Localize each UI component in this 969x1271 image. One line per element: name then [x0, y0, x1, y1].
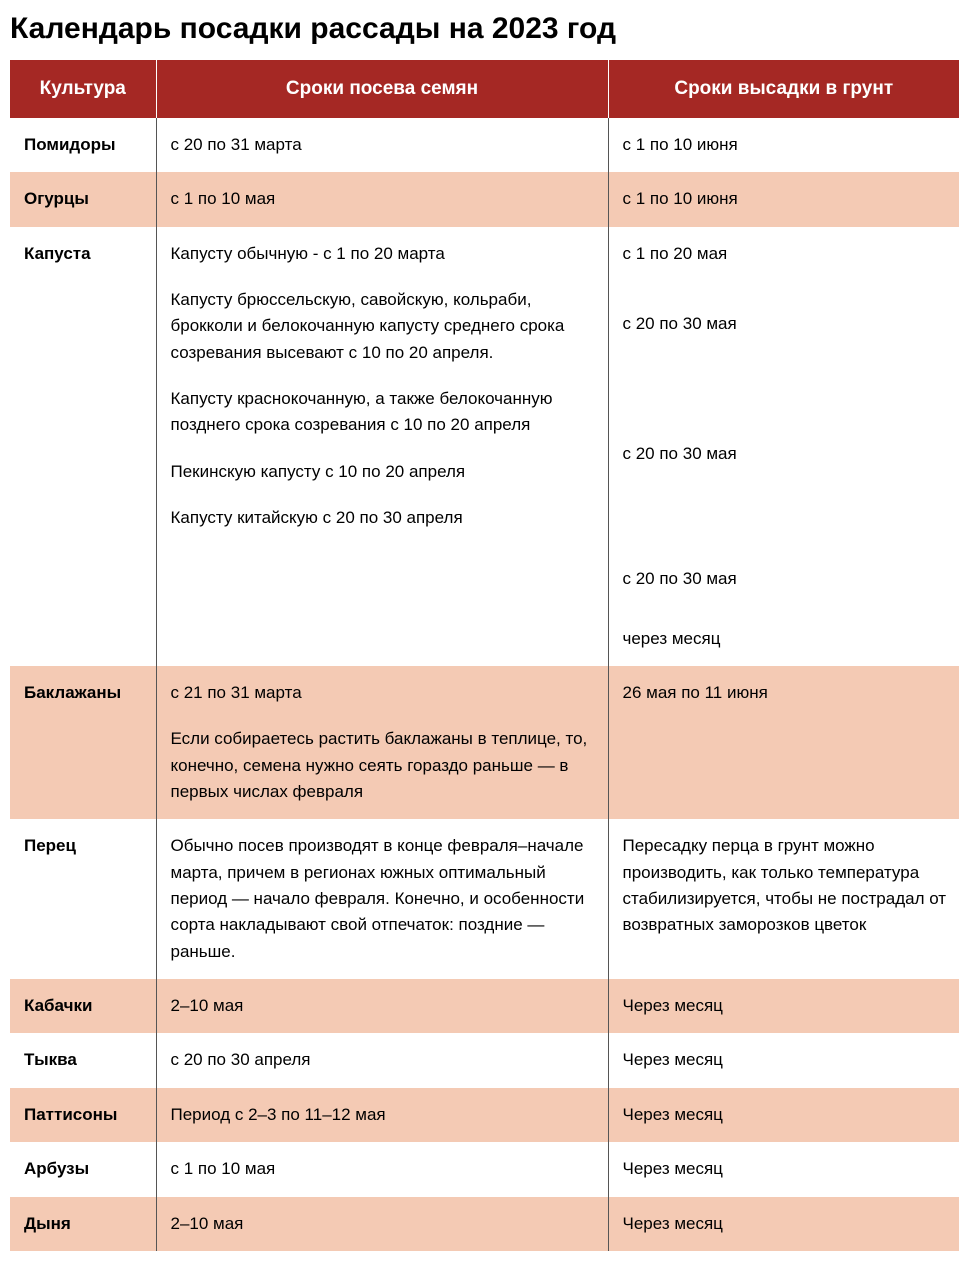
sowing-entry: Капусту брюссельскую, савойскую, кольраб…: [171, 287, 596, 366]
table-row: Помидоры с 20 по 31 марта с 1 по 10 июня: [10, 118, 959, 172]
table-row: Паттисоны Период с 2–3 по 11–12 мая Через …: [10, 1088, 959, 1142]
planting-entry: с 20 по 30 мая: [623, 566, 948, 606]
cell-planting: Через месяц: [608, 1142, 959, 1196]
cell-sowing: с 1 по 10 мая: [156, 172, 608, 226]
planting-entry: Через месяц: [623, 1102, 948, 1128]
cell-planting: с 1 по 10 июня: [608, 172, 959, 226]
planting-entry: Через месяц: [623, 1211, 948, 1237]
table-header-row: Культура Сроки посева семян Сроки высадк…: [10, 60, 959, 118]
cell-sowing: с 20 по 31 марта: [156, 118, 608, 172]
cell-planting: с 1 по 10 июня: [608, 118, 959, 172]
sowing-entry: с 1 по 10 мая: [171, 186, 596, 212]
planting-entry: 26 мая по 11 июня: [623, 680, 948, 706]
cell-culture: Баклажаны: [10, 666, 156, 819]
cell-planting: Через месяц: [608, 1088, 959, 1142]
planting-entry: Пересадку перца в грунт можно производит…: [623, 833, 948, 938]
cell-culture: Дыня: [10, 1197, 156, 1251]
planting-entry: с 20 по 30 мая: [623, 311, 948, 421]
sowing-entry: Обычно посев производят в конце февраля–…: [171, 833, 596, 965]
cell-sowing: с 21 по 31 марта Если собираетесь растить…: [156, 666, 608, 819]
planting-entry: Через месяц: [623, 993, 948, 1019]
cell-sowing: с 20 по 30 апреля: [156, 1033, 608, 1087]
sowing-entry: с 20 по 31 марта: [171, 132, 596, 158]
cell-sowing: Обычно посев производят в конце февраля–…: [156, 819, 608, 979]
planting-entry: Через месяц: [623, 1156, 948, 1182]
cell-culture: Паттисоны: [10, 1088, 156, 1142]
cell-culture: Тыква: [10, 1033, 156, 1087]
sowing-entry: Капусту китайскую с 20 по 30 апреля: [171, 505, 596, 531]
col-header-sowing: Сроки посева семян: [156, 60, 608, 118]
cell-culture: Арбузы: [10, 1142, 156, 1196]
sowing-entry: с 20 по 30 апреля: [171, 1047, 596, 1073]
table-row: Дыня 2–10 мая Через месяц: [10, 1197, 959, 1251]
planting-entry: с 1 по 10 июня: [623, 186, 948, 212]
page-title: Календарь посадки рассады на 2023 год: [10, 12, 959, 46]
cell-planting: Через месяц: [608, 1197, 959, 1251]
cell-planting: Пересадку перца в грунт можно производит…: [608, 819, 959, 979]
cell-sowing: Капусту обычную - с 1 по 20 марта Капусту…: [156, 227, 608, 666]
cell-culture: Кабачки: [10, 979, 156, 1033]
table-row: Баклажаны с 21 по 31 марта Если собираетес…: [10, 666, 959, 819]
planting-entry: Через месяц: [623, 1047, 948, 1073]
cell-planting: Через месяц: [608, 979, 959, 1033]
sowing-entry: Капусту краснокочанную, а также белокоча…: [171, 386, 596, 439]
table-row: Арбузы с 1 по 10 мая Через месяц: [10, 1142, 959, 1196]
cell-culture: Капуста: [10, 227, 156, 666]
cell-sowing: с 1 по 10 мая: [156, 1142, 608, 1196]
table-row: Тыква с 20 по 30 апреля Через месяц: [10, 1033, 959, 1087]
sowing-entry: 2–10 мая: [171, 1211, 596, 1237]
sowing-entry: Капусту обычную - с 1 по 20 марта: [171, 241, 596, 267]
planting-entry: с 1 по 10 июня: [623, 132, 948, 158]
col-header-culture: Культура: [10, 60, 156, 118]
col-header-planting: Сроки высадки в грунт: [608, 60, 959, 118]
table-row: Кабачки 2–10 мая Через месяц: [10, 979, 959, 1033]
table-row: Огурцы с 1 по 10 мая с 1 по 10 июня: [10, 172, 959, 226]
cell-sowing: 2–10 мая: [156, 979, 608, 1033]
cell-culture: Помидоры: [10, 118, 156, 172]
sowing-entry: 2–10 мая: [171, 993, 596, 1019]
cell-planting: Через месяц: [608, 1033, 959, 1087]
cell-culture: Перец: [10, 819, 156, 979]
planting-entry: с 1 по 20 мая: [623, 241, 948, 291]
cell-planting: с 1 по 20 мая с 20 по 30 мая с 20 по 30 ма…: [608, 227, 959, 666]
sowing-entry: Если собираетесь растить баклажаны в теп…: [171, 726, 596, 805]
cell-culture: Огурцы: [10, 172, 156, 226]
cell-planting: 26 мая по 11 июня: [608, 666, 959, 819]
sowing-entry: Период с 2–3 по 11–12 мая: [171, 1102, 596, 1128]
sowing-entry: Пекинскую капусту с 10 по 20 апреля: [171, 459, 596, 485]
table-row: ПерецОбычно посев производят в конце фев…: [10, 819, 959, 979]
cell-sowing: Период с 2–3 по 11–12 мая: [156, 1088, 608, 1142]
table-row: КапустаКапусту обычную - с 1 по 20 марта…: [10, 227, 959, 666]
sowing-entry: с 1 по 10 мая: [171, 1156, 596, 1182]
planting-entry: с 20 по 30 мая: [623, 441, 948, 546]
planting-calendar-table: Культура Сроки посева семян Сроки высадк…: [10, 60, 959, 1251]
cell-sowing: 2–10 мая: [156, 1197, 608, 1251]
sowing-entry: с 21 по 31 марта: [171, 680, 596, 706]
planting-entry: через месяц: [623, 626, 948, 652]
